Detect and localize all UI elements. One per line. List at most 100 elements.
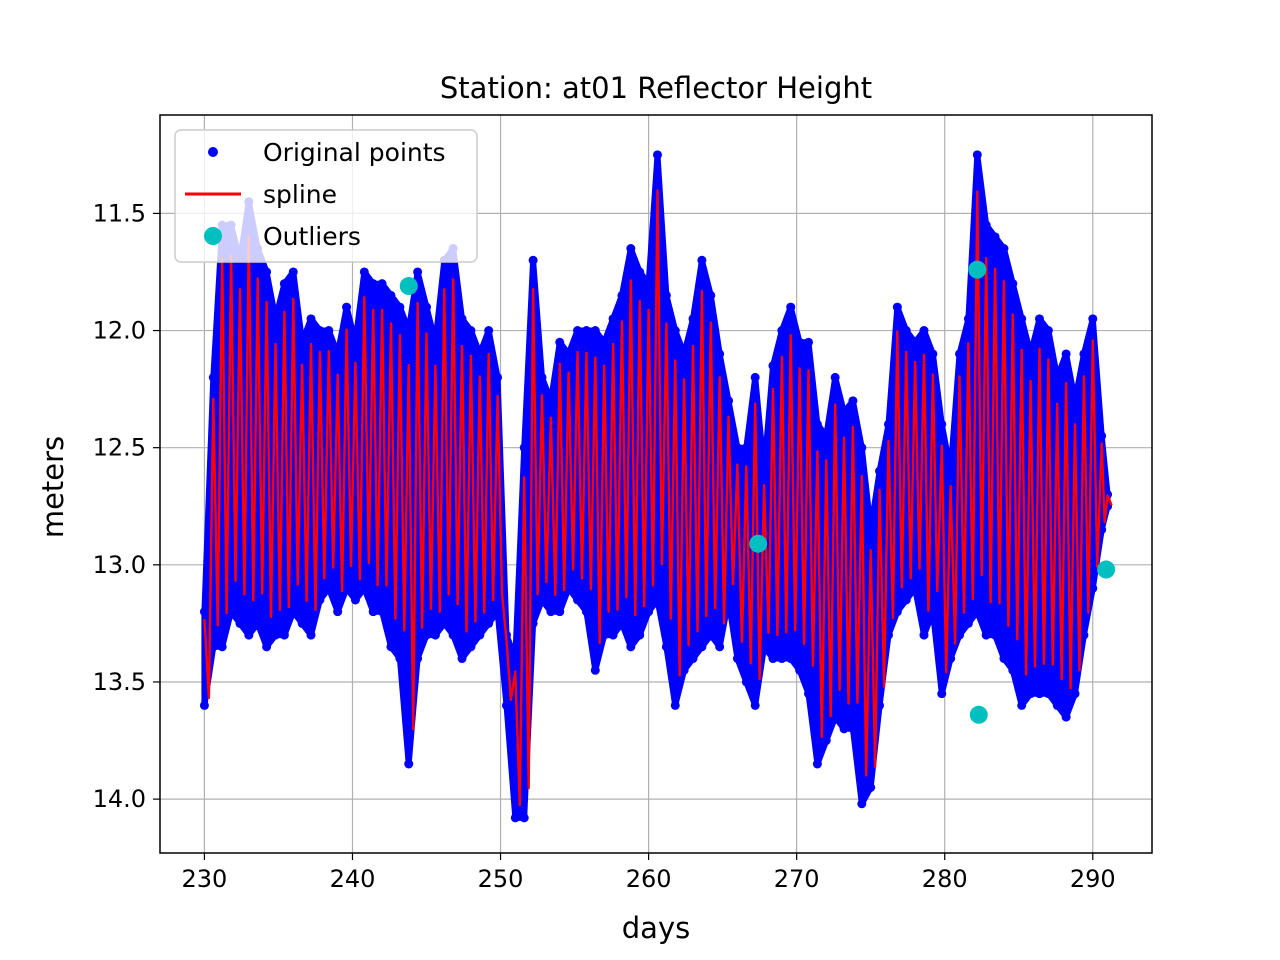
original-point-marker (1008, 279, 1018, 289)
original-point-marker (635, 267, 645, 277)
original-point-marker (262, 267, 272, 277)
original-point-marker (377, 279, 387, 289)
original-point-marker (493, 372, 503, 382)
original-point-marker (555, 337, 565, 347)
original-point-marker (981, 220, 991, 230)
original-point-marker (315, 595, 325, 605)
y-tick-label: 13.0 (93, 551, 146, 579)
original-point-marker (963, 618, 973, 628)
original-point-marker (644, 607, 654, 617)
spline-line (203, 189, 1113, 807)
original-point-marker (928, 607, 938, 617)
original-point-marker (1088, 314, 1098, 324)
original-point-marker (1026, 349, 1036, 359)
original-point-marker (857, 443, 867, 453)
original-point-marker (1070, 689, 1080, 699)
original-point-marker (430, 630, 440, 640)
original-point-marker (750, 372, 760, 382)
original-point-marker (990, 232, 1000, 242)
x-axis-label: days (622, 911, 690, 945)
original-point-marker (510, 813, 520, 823)
original-point-marker (484, 326, 494, 336)
original-point-marker (510, 654, 520, 664)
chart-title: Station: at01 Reflector Height (440, 71, 872, 105)
original-point-marker (955, 630, 965, 640)
original-point-marker (422, 302, 432, 312)
original-point-marker (537, 595, 547, 605)
original-point-marker (590, 326, 600, 336)
original-point-marker (946, 466, 956, 476)
original-point-marker (226, 607, 236, 617)
original-point-marker (386, 290, 396, 300)
original-point-marker (484, 618, 494, 628)
original-point-marker (342, 583, 352, 593)
original-point-marker (892, 302, 902, 312)
original-point-marker (795, 337, 805, 347)
outlier-point (1097, 560, 1116, 579)
original-point-marker (901, 595, 911, 605)
original-point-marker (910, 583, 920, 593)
original-point-marker (1079, 349, 1089, 359)
original-point-marker (724, 396, 734, 406)
original-point-marker (848, 724, 858, 734)
original-point-marker (1061, 349, 1071, 359)
x-tick-label: 240 (330, 865, 376, 893)
original-point-marker (706, 630, 716, 640)
original-point-marker (279, 630, 289, 640)
original-point-marker (759, 642, 769, 652)
original-point-marker (830, 712, 840, 722)
original-point-marker (866, 782, 876, 792)
original-point-marker (1070, 396, 1080, 406)
original-point-marker (270, 314, 280, 324)
original-point-marker (786, 654, 796, 664)
original-point-marker (288, 607, 298, 617)
original-point-marker (564, 349, 574, 359)
original-point-marker (830, 372, 840, 382)
original-point-marker (1052, 372, 1062, 382)
original-point-marker (333, 349, 343, 359)
original-point-marker (919, 326, 929, 336)
original-point-marker (573, 595, 583, 605)
original-point-marker (626, 642, 636, 652)
original-point-marker (457, 654, 467, 664)
original-point-marker (573, 326, 583, 336)
original-point-marker (679, 665, 689, 675)
original-point-marker (715, 349, 725, 359)
original-point-marker (937, 689, 947, 699)
original-point-marker (537, 372, 547, 382)
original-point-marker (1052, 700, 1062, 710)
original-point-marker (901, 326, 911, 336)
original-point-marker (875, 466, 885, 476)
original-point-marker (883, 630, 893, 640)
original-point-marker (439, 618, 449, 628)
x-tick-label: 250 (478, 865, 524, 893)
original-point-marker (395, 654, 405, 664)
original-point-marker (946, 654, 956, 664)
original-point-marker (377, 607, 387, 617)
original-point-marker (1043, 326, 1053, 336)
original-point-marker (608, 314, 618, 324)
original-point-marker (208, 372, 218, 382)
original-point-marker (715, 642, 725, 652)
original-point-marker (315, 326, 325, 336)
original-point-marker (670, 326, 680, 336)
original-point-marker (404, 759, 414, 769)
x-tick-label: 270 (774, 865, 820, 893)
outlier-point (968, 260, 987, 279)
axis-ticks: 230 240 250 260 270 280 290 11.5 12.0 12.5 13.0 13.… (93, 199, 1116, 893)
original-point-marker (306, 630, 316, 640)
original-point-marker (777, 326, 787, 336)
original-point-marker (1097, 431, 1107, 441)
original-point-marker (821, 431, 831, 441)
original-point-marker (217, 642, 227, 652)
original-point-marker (617, 290, 627, 300)
plot-frame (159, 114, 1153, 854)
original-point-marker (413, 654, 423, 664)
original-point-marker (324, 583, 334, 593)
original-point-marker (422, 630, 432, 640)
original-point-marker (990, 630, 1000, 640)
outlier-point (749, 534, 768, 553)
original-point-marker (981, 630, 991, 640)
original-point-marker (999, 654, 1009, 664)
